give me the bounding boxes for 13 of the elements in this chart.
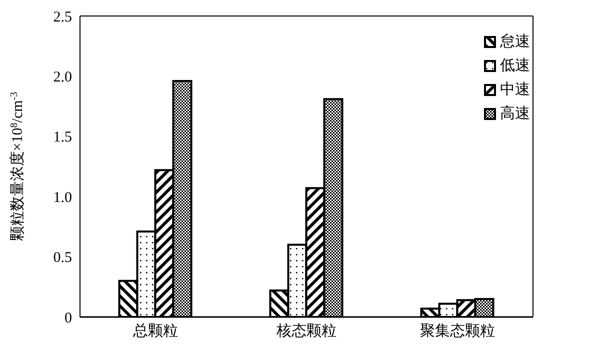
legend-label: 低速 (500, 56, 530, 76)
legend-label: 中速 (500, 80, 530, 100)
legend-label: 怠速 (500, 32, 530, 52)
y-tick-label: 0.5 (53, 250, 72, 266)
y-tick-label: 2.5 (53, 9, 72, 26)
legend-label: 高速 (500, 104, 530, 124)
x-tick-label: 核态颗粒 (276, 322, 336, 340)
y-tick-label: 1.0 (53, 190, 72, 206)
y-tick-label: 2.0 (53, 70, 72, 86)
y-tick-label: 1.5 (53, 130, 72, 146)
x-tick-label: 聚集态颗粒 (420, 322, 495, 340)
x-tick-label: 总颗粒 (132, 322, 178, 340)
y-tick-label: 0 (64, 310, 72, 326)
